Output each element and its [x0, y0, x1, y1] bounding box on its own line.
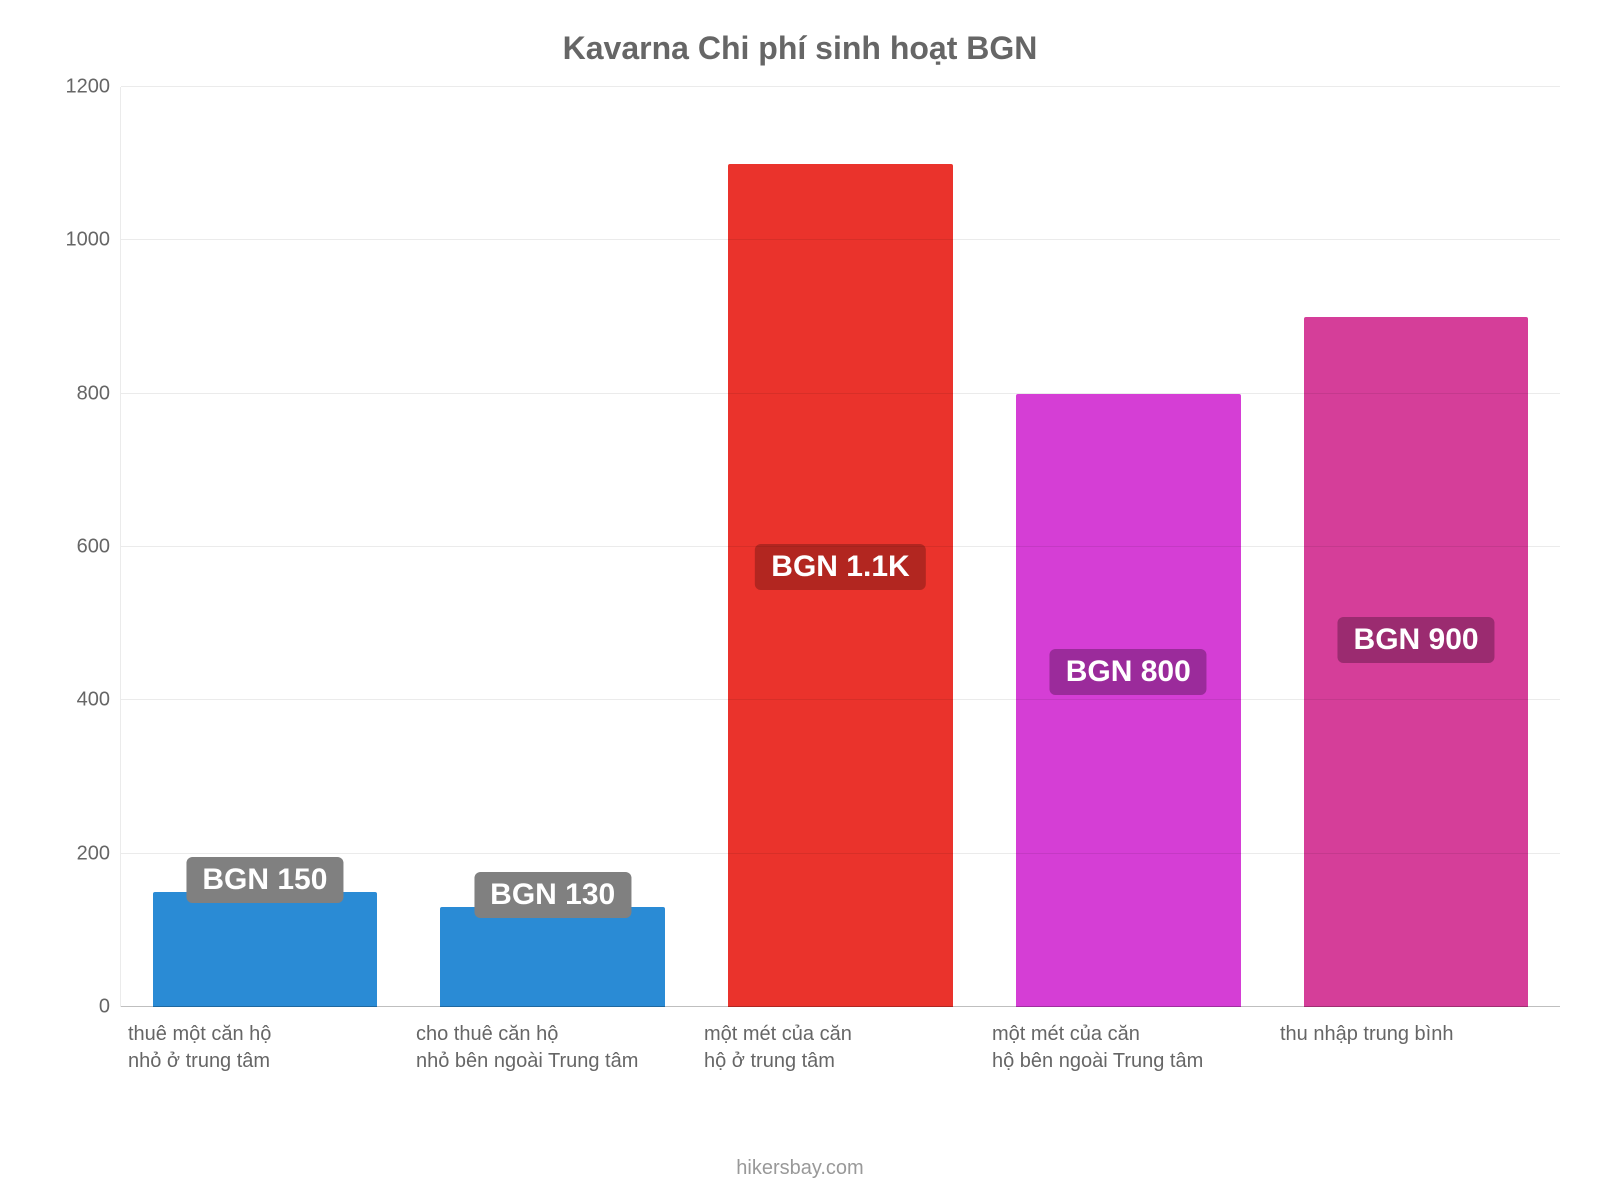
value-badge: BGN 150: [186, 857, 343, 903]
x-axis-label-line: thuê một căn hộ: [128, 1021, 400, 1048]
x-axis-label: một mét của cănhộ ở trung tâm: [696, 1021, 984, 1075]
y-tick-label: 0: [99, 996, 110, 1019]
gridline: [121, 853, 1560, 854]
y-tick-label: 800: [77, 382, 110, 405]
x-axis-labels: thuê một căn hộnhỏ ở trung tâmcho thuê c…: [120, 1021, 1560, 1075]
bar-slot: BGN 130: [409, 87, 697, 1007]
x-axis-label-line: cho thuê căn hộ: [416, 1021, 688, 1048]
bar-slot: BGN 800: [984, 87, 1272, 1007]
bar-slot: BGN 900: [1272, 87, 1560, 1007]
attribution-text: hikersbay.com: [0, 1157, 1600, 1180]
x-axis-label: một mét của cănhộ bên ngoài Trung tâm: [984, 1021, 1272, 1075]
x-axis-label-line: hộ bên ngoài Trung tâm: [992, 1048, 1264, 1075]
x-axis-label-line: một mét của căn: [704, 1021, 976, 1048]
plot-area: BGN 150 BGN 130 BGN 1.1K BGN 800 BGN 900: [120, 87, 1560, 1007]
bar-slot: BGN 1.1K: [697, 87, 985, 1007]
gridline: [121, 393, 1560, 394]
y-tick-label: 400: [77, 689, 110, 712]
gridline: [121, 1006, 1560, 1007]
x-axis-label-line: thu nhập trung bình: [1280, 1021, 1552, 1048]
chart-container: Kavarna Chi phí sinh hoạt BGN 0 200 400 600…: [0, 0, 1600, 1200]
x-axis-spacer: [40, 1021, 120, 1075]
x-axis-label-line: một mét của căn: [992, 1021, 1264, 1048]
value-badge: BGN 130: [474, 872, 631, 918]
x-axis-label: cho thuê căn hộnhỏ bên ngoài Trung tâm: [408, 1021, 696, 1075]
bars-layer: BGN 150 BGN 130 BGN 1.1K BGN 800 BGN 900: [121, 87, 1560, 1007]
bar: BGN 130: [440, 907, 664, 1007]
y-tick-label: 600: [77, 536, 110, 559]
value-badge: BGN 800: [1050, 649, 1207, 695]
gridline: [121, 86, 1560, 87]
x-axis-row: thuê một căn hộnhỏ ở trung tâmcho thuê c…: [40, 1021, 1560, 1075]
y-axis: 020040060080010001200: [40, 87, 120, 1007]
y-tick-label: 1200: [66, 76, 111, 99]
plot-row: 020040060080010001200 BGN 150BGN 130BGN …: [40, 87, 1560, 1007]
bar-slot: BGN 150: [121, 87, 409, 1007]
gridline: [121, 699, 1560, 700]
x-axis-label-line: hộ ở trung tâm: [704, 1048, 976, 1075]
x-axis-label: thuê một căn hộnhỏ ở trung tâm: [120, 1021, 408, 1075]
y-tick-label: 1000: [66, 229, 111, 252]
x-axis-label-line: nhỏ ở trung tâm: [128, 1048, 400, 1075]
value-badge: BGN 1.1K: [755, 544, 925, 590]
chart-title: Kavarna Chi phí sinh hoạt BGN: [40, 30, 1560, 67]
bar: BGN 1.1K: [728, 164, 952, 1007]
bar: BGN 900: [1304, 317, 1528, 1007]
y-tick-label: 200: [77, 842, 110, 865]
x-axis-label: thu nhập trung bình: [1272, 1021, 1560, 1075]
gridline: [121, 546, 1560, 547]
value-badge: BGN 900: [1338, 617, 1495, 663]
x-axis-label-line: nhỏ bên ngoài Trung tâm: [416, 1048, 688, 1075]
bar: BGN 150: [153, 892, 377, 1007]
gridline: [121, 239, 1560, 240]
